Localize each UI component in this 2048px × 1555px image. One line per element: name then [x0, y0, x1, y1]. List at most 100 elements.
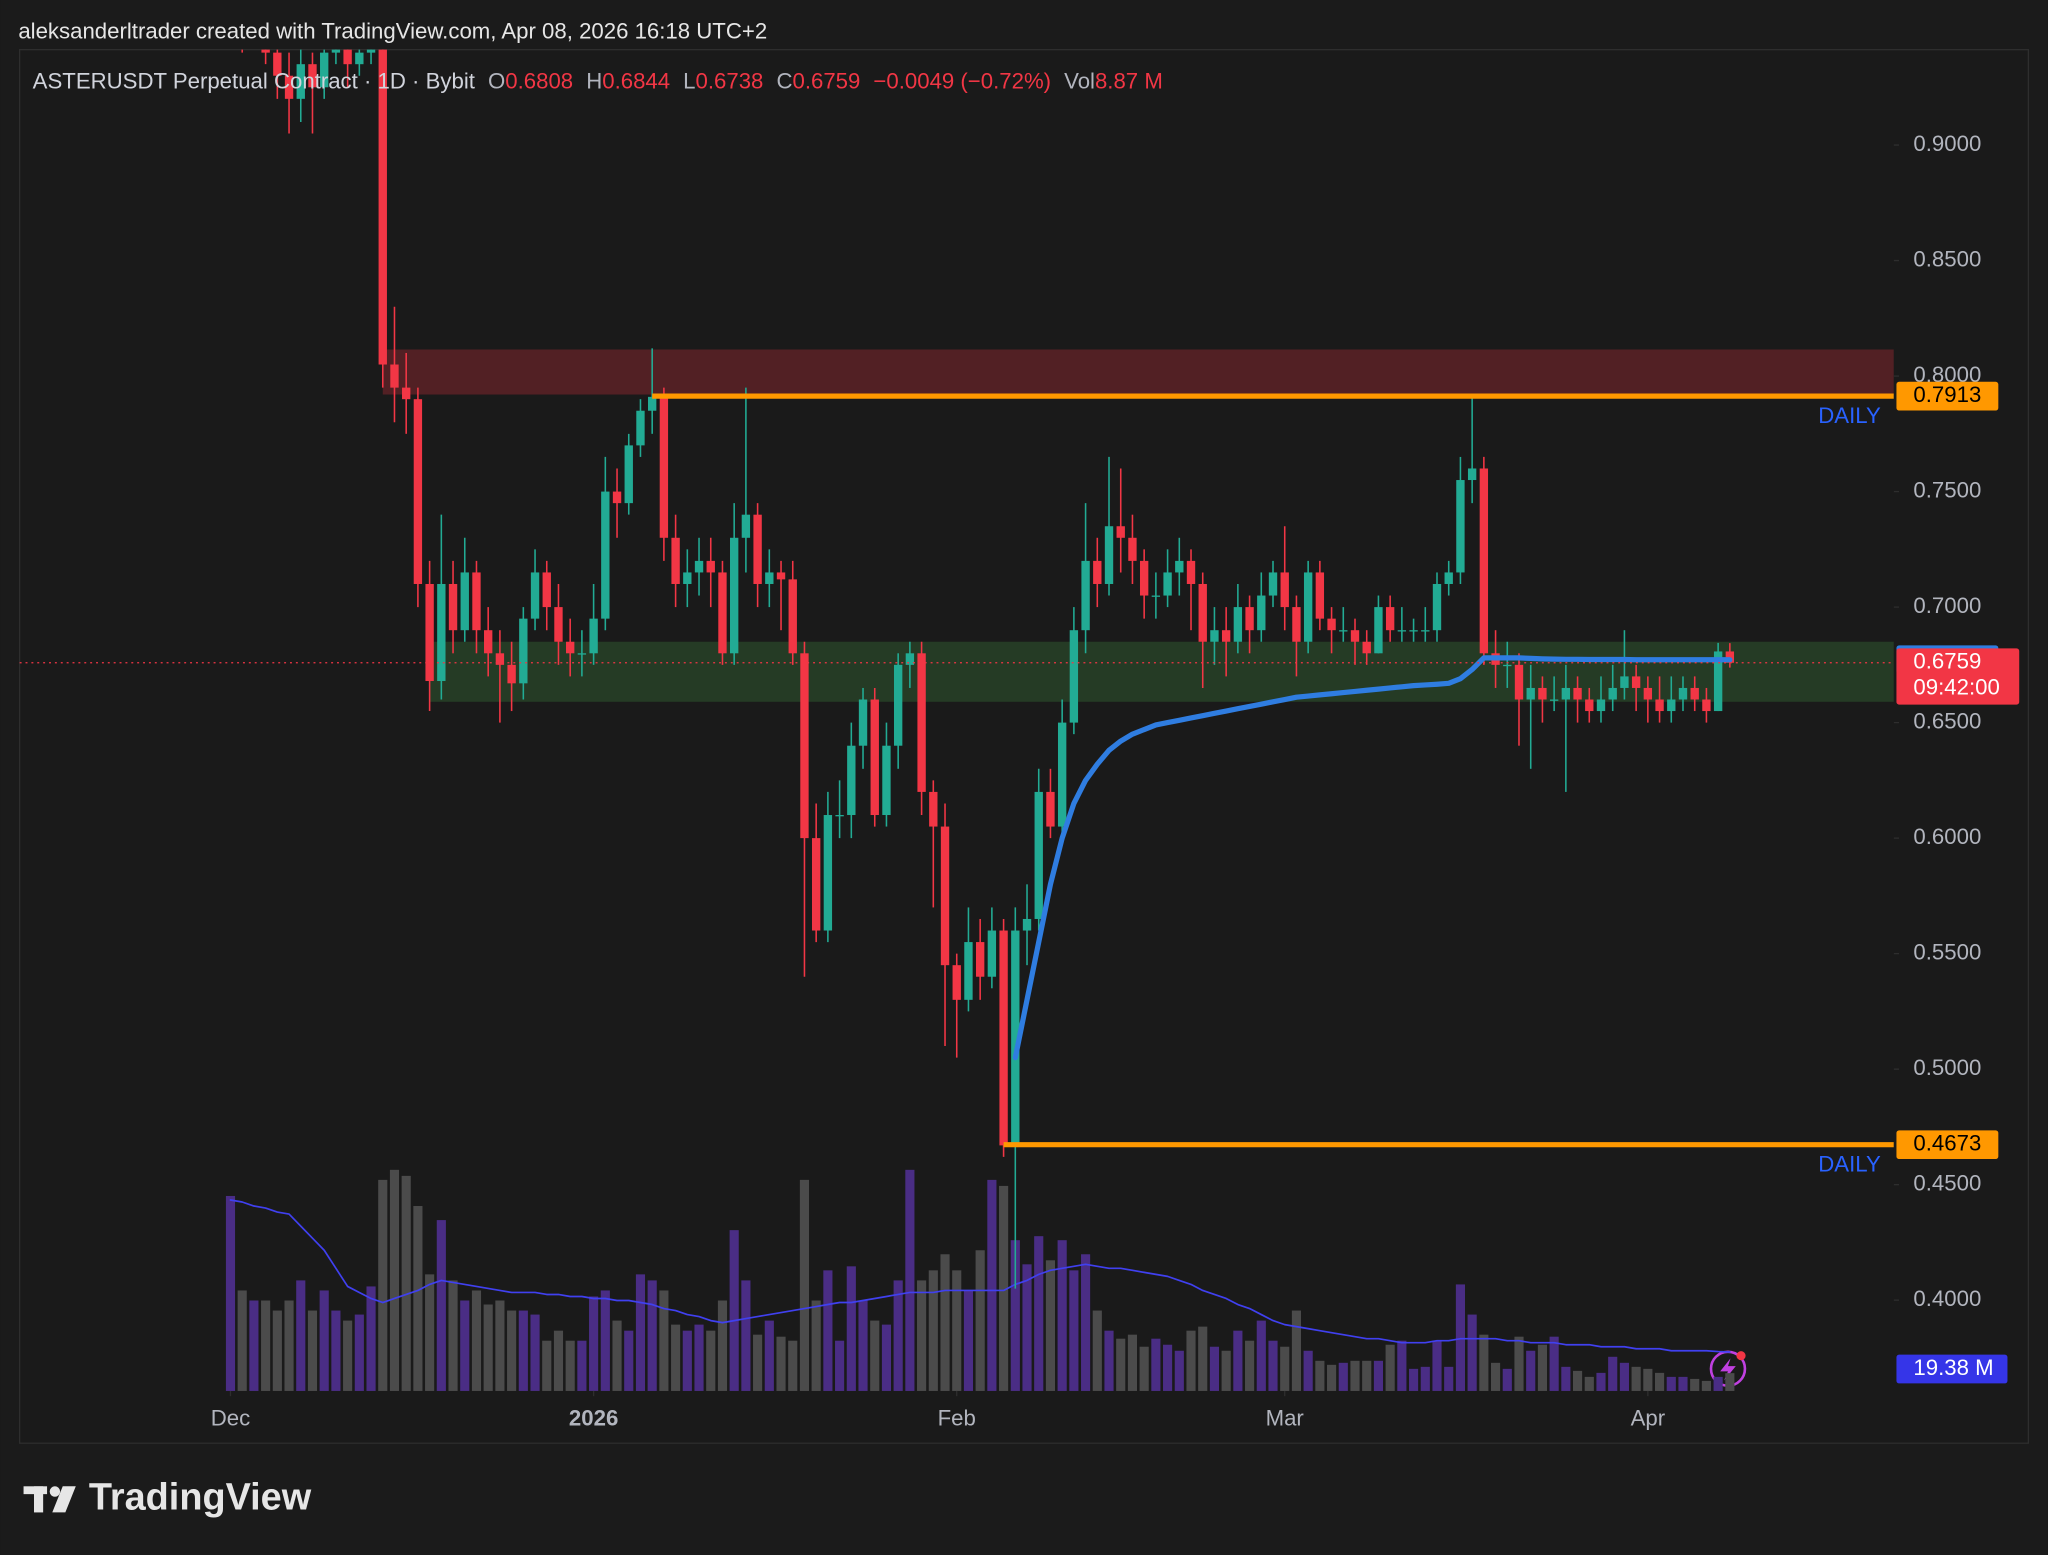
volume-bar [1584, 1376, 1594, 1391]
zone [382, 349, 1894, 395]
current-price-label: 0.6759 [1913, 649, 1981, 674]
volume-bar [928, 1270, 938, 1391]
volume-bar [1163, 1344, 1173, 1391]
candle-body [1549, 699, 1559, 701]
level-price-box [1896, 381, 1999, 411]
candle-body [648, 396, 657, 411]
candle-body [636, 410, 645, 446]
volume-bar [811, 1300, 821, 1391]
candle-body [964, 942, 973, 1000]
volume-bar [518, 1310, 528, 1391]
candle-body [1713, 651, 1723, 712]
volume-bar [507, 1310, 517, 1391]
ohlc-value: 0.6738 [696, 68, 764, 93]
ohlc-value: 0.6808 [505, 68, 573, 93]
plot-area [225, 49, 1894, 1391]
candle-body [1093, 560, 1102, 584]
volume-bar [436, 1220, 446, 1391]
candle-body [320, 52, 329, 88]
volume-bar [858, 1300, 868, 1391]
volume-bar [1327, 1364, 1337, 1391]
y-tick-label: 0.6000 [1913, 824, 1981, 849]
volume-bar [682, 1330, 692, 1391]
candle-body [1456, 480, 1465, 573]
volume-bar [272, 1310, 282, 1391]
candle-body [1631, 676, 1641, 688]
level-name: DAILY [1818, 1151, 1881, 1176]
volume-bar [1256, 1320, 1266, 1391]
volume-bar [1479, 1334, 1489, 1391]
candle-body [1667, 699, 1676, 712]
y-tick-label: 0.7000 [1913, 593, 1981, 618]
legend-header: ASTERUSDT Perpetual Contract · 1D · Bybi… [33, 68, 1163, 93]
volume-bar [284, 1300, 294, 1391]
logo-part [52, 1486, 76, 1513]
ohlc-value: 0.6759 [793, 68, 861, 93]
candle-body [1397, 630, 1407, 632]
volume-bar [975, 1250, 985, 1391]
volume-bar [753, 1334, 763, 1391]
volume-bar [1397, 1340, 1407, 1391]
candle-body [484, 630, 493, 654]
candle-body [671, 537, 680, 584]
volume-bar [495, 1300, 505, 1391]
volume-bar [1385, 1344, 1395, 1391]
candle-body [1257, 595, 1266, 631]
level-name: DAILY [1818, 403, 1881, 428]
candle-body [1151, 595, 1161, 597]
volume-bar [565, 1340, 575, 1391]
volume-ma-line [229, 1199, 1731, 1353]
candle-body [437, 583, 446, 682]
y-tick-label: 0.4000 [1913, 1286, 1981, 1311]
volume-bar [1502, 1368, 1512, 1391]
logo-part [34, 1486, 44, 1513]
candle-body [1198, 583, 1207, 642]
volume-bar [846, 1266, 856, 1391]
volume-bar [483, 1304, 493, 1391]
volume-bar [1081, 1254, 1091, 1391]
volume-bar [1151, 1338, 1161, 1391]
volume-bar [249, 1300, 259, 1391]
candle-body [331, 49, 341, 53]
ohlc-key: H [586, 68, 602, 93]
candle-body [987, 930, 997, 977]
candle-body [776, 572, 786, 580]
volume-bar [729, 1230, 739, 1391]
volume-bar [671, 1324, 681, 1391]
volume-bar [1186, 1330, 1196, 1391]
candle-body [1221, 630, 1231, 642]
volume-bar [717, 1300, 728, 1391]
candle-body [1608, 687, 1617, 700]
candle-body [1655, 699, 1664, 712]
candle-body [1339, 630, 1348, 632]
volume-bar [225, 1195, 236, 1391]
y-tick-label: 0.6500 [1913, 708, 1981, 733]
volume-bar [331, 1310, 341, 1391]
volume-bar [659, 1290, 669, 1391]
candle-body [1034, 791, 1043, 919]
candle-body [1585, 699, 1594, 712]
candle-body [425, 583, 434, 682]
candle-body [1081, 560, 1090, 631]
volume-bar [799, 1179, 810, 1391]
ohlc-key: L [683, 68, 695, 93]
volume-bar [577, 1340, 587, 1391]
volume-bar [1010, 1240, 1020, 1391]
x-tick-label: Dec [211, 1406, 250, 1431]
volume-bar [1350, 1360, 1360, 1391]
candle-body [1561, 687, 1571, 700]
volume-bar [1291, 1310, 1302, 1391]
volume-bar [1209, 1346, 1220, 1391]
volume-bar [448, 1280, 458, 1391]
candle-body [694, 560, 704, 573]
x-tick-label: Apr [1631, 1406, 1666, 1431]
volume-bar [1174, 1350, 1184, 1391]
candle-body [800, 653, 809, 839]
volume-bar [343, 1320, 353, 1391]
volume-bar [530, 1314, 540, 1391]
candle-body [1643, 687, 1653, 700]
candle-body [1725, 651, 1735, 663]
volume-bar [893, 1280, 903, 1391]
volume-bar [366, 1286, 376, 1391]
